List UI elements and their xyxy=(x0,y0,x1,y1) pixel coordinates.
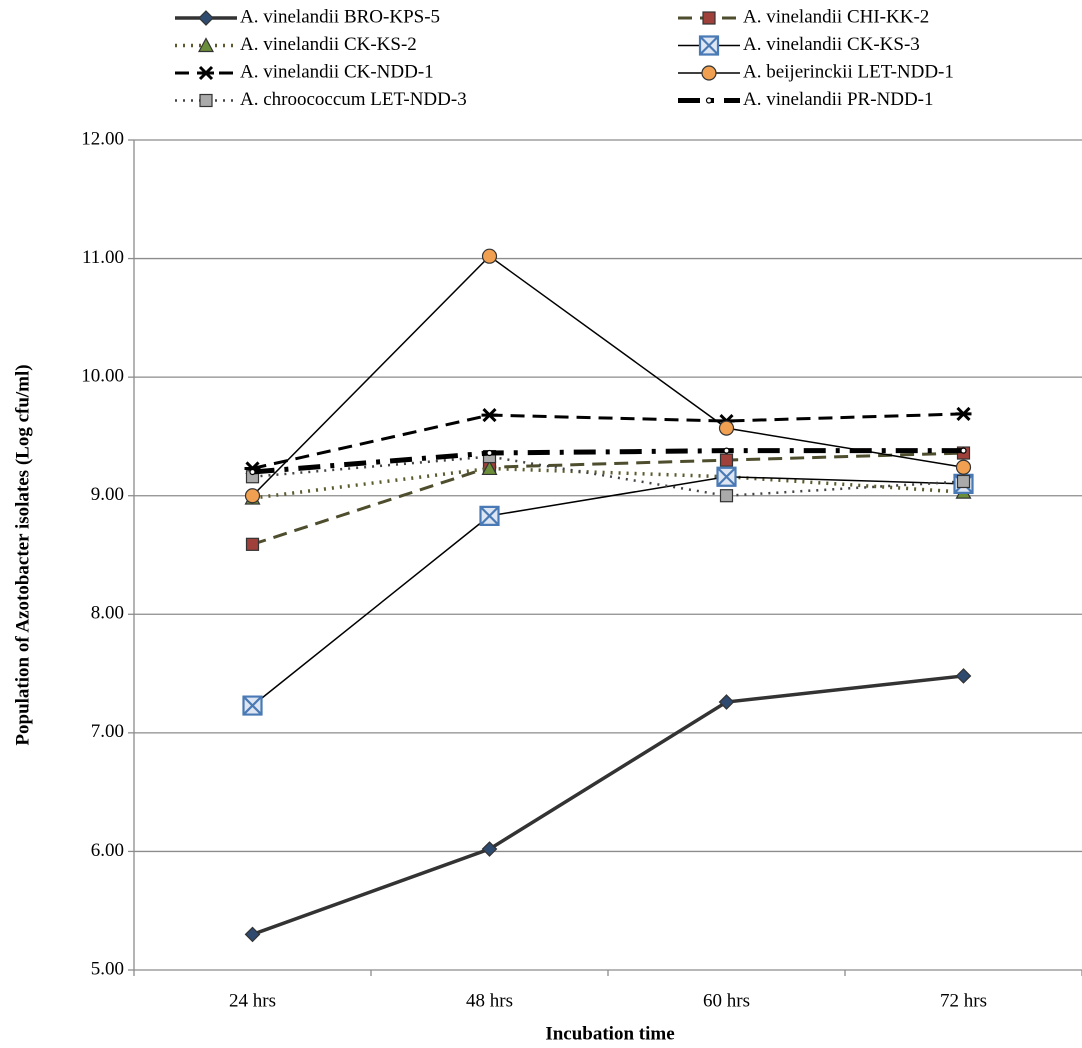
legend-marker xyxy=(702,66,716,80)
y-tick-label: 9.00 xyxy=(91,484,124,505)
marker xyxy=(721,454,733,466)
y-tick-label: 7.00 xyxy=(91,721,124,742)
series-line xyxy=(253,451,964,472)
y-tick-label: 12.00 xyxy=(81,128,124,149)
legend-label: A. vinelandii CHI-KK-2 xyxy=(743,6,929,27)
series-line xyxy=(253,453,964,544)
y-tick-label: 5.00 xyxy=(91,958,124,979)
x-tick-label: 48 hrs xyxy=(466,990,513,1011)
y-tick-label: 6.00 xyxy=(91,840,124,861)
marker xyxy=(956,408,972,420)
marker xyxy=(957,460,971,474)
marker xyxy=(720,421,734,435)
y-axis-title: Population of Azotobacter isolates (Log … xyxy=(12,364,33,745)
marker xyxy=(481,507,499,525)
marker xyxy=(724,448,729,453)
marker xyxy=(721,490,733,502)
y-tick-label: 8.00 xyxy=(91,603,124,624)
chart: Population of Azotobacter isolates (Log … xyxy=(0,0,1082,1048)
marker xyxy=(487,451,492,456)
marker xyxy=(244,697,262,715)
legend-label: A. vinelandii CK-KS-3 xyxy=(743,34,920,55)
legend-label: A. vinelandii BRO-KPS-5 xyxy=(240,6,440,27)
x-tick-label: 60 hrs xyxy=(703,990,750,1011)
x-axis-title: Incubation time xyxy=(545,1023,674,1044)
x-tick-label: 24 hrs xyxy=(229,990,276,1011)
marker xyxy=(482,409,498,421)
series xyxy=(244,468,973,715)
legend-label: A. beijerinckii LET-NDD-1 xyxy=(743,61,954,82)
marker xyxy=(718,468,736,486)
legend-marker xyxy=(200,95,212,107)
y-tick-label: 11.00 xyxy=(82,247,124,268)
series-line xyxy=(253,414,964,469)
legend-marker xyxy=(198,67,214,79)
series xyxy=(246,461,971,504)
marker xyxy=(958,475,970,487)
marker xyxy=(250,470,255,475)
legend-marker xyxy=(199,11,213,25)
series xyxy=(247,451,970,502)
series-line xyxy=(253,256,964,496)
legend-marker xyxy=(707,98,712,103)
marker xyxy=(483,249,497,263)
legend-label: A. vinelandii CK-NDD-1 xyxy=(240,61,434,82)
legend-label: A. vinelandii PR-NDD-1 xyxy=(743,89,934,110)
marker xyxy=(961,448,966,453)
marker xyxy=(246,927,260,941)
series xyxy=(246,669,971,941)
legend-label: A. vinelandii CK-KS-2 xyxy=(240,34,417,55)
series-line xyxy=(253,676,964,934)
marker xyxy=(246,489,260,503)
marker xyxy=(247,538,259,550)
series xyxy=(250,448,966,474)
legend-marker xyxy=(199,39,213,52)
series-line xyxy=(253,468,964,498)
y-tick-label: 10.00 xyxy=(81,366,124,387)
x-tick-label: 72 hrs xyxy=(940,990,987,1011)
legend-label: A. chroococcum LET-NDD-3 xyxy=(240,89,467,110)
legend-marker xyxy=(700,37,718,55)
marker xyxy=(957,669,971,683)
legend-marker xyxy=(703,12,715,24)
